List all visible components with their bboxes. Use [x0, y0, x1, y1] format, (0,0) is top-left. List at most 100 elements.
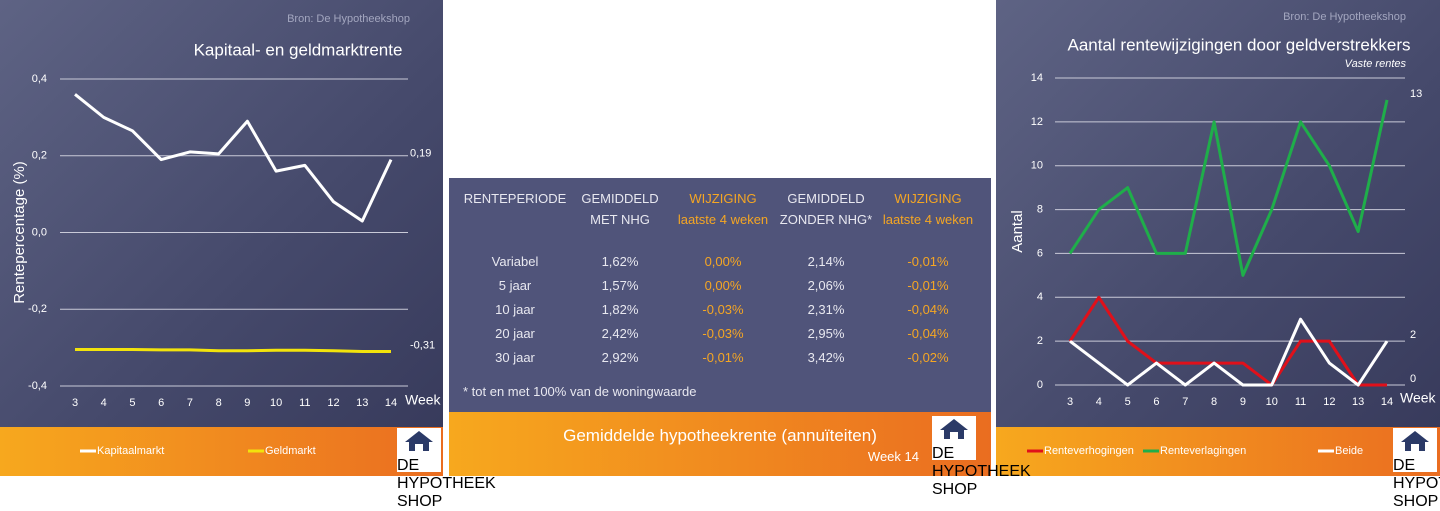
legend-strip [996, 427, 1440, 476]
table-cell: 2,42% [601, 326, 639, 341]
column-header: laatste 4 weken [677, 212, 769, 227]
table-cell: 20 jaar [495, 326, 535, 341]
column-header: GEMIDDELD [787, 191, 865, 206]
table-cell: 5 jaar [498, 278, 532, 293]
series-line [1068, 99, 1389, 277]
chart-subtitle: Vaste rentes [1345, 58, 1407, 70]
series-line [75, 348, 391, 353]
table-cell: 30 jaar [495, 350, 535, 365]
table-cell: 3,42% [807, 350, 845, 365]
logo-text: HYPOTHEEK [932, 463, 1031, 481]
y-tick-label: 0,4 [32, 73, 47, 85]
x-tick-label: 12 [1323, 396, 1335, 408]
logo-text: DE [397, 457, 420, 474]
table-footer: Gemiddelde hypotheekrente (annuïteiten) … [449, 412, 991, 476]
footnote: * tot en met 100% van de woningwaarde [463, 384, 697, 399]
chart-title: Kapitaal- en geldmarktrente [194, 40, 403, 59]
charts: Bron: De Hypotheekshop Kapitaal- en geldm… [11, 10, 1437, 457]
table-cell: -0,02% [907, 350, 949, 365]
x-tick-label: 13 [1352, 396, 1364, 408]
source: Bron: De Hypotheekshop [287, 13, 410, 25]
source: Bron: De Hypotheekshop [1283, 11, 1406, 23]
x-axis-label: Week [1400, 390, 1437, 406]
y-tick-label: 0,0 [32, 226, 47, 238]
table-cell: Variabel [491, 254, 539, 269]
x-tick-label: 3 [72, 397, 78, 409]
column-header: MET NHG [590, 212, 650, 227]
x-tick-label: 11 [1295, 396, 1306, 408]
table-cell: -0,01% [702, 350, 744, 365]
x-tick-label: 12 [327, 397, 339, 409]
y-tick-label: 14 [1031, 72, 1043, 84]
logo-text: SHOP [397, 493, 443, 510]
table-cell: -0,01% [907, 278, 949, 293]
legend-label: Beide [1335, 445, 1363, 457]
x-tick-label: 3 [1067, 396, 1073, 408]
logo-text: SHOP [1393, 493, 1439, 510]
x-tick-label: 9 [1240, 396, 1246, 408]
table-cell: -0,04% [907, 302, 949, 317]
legend-strip [0, 427, 443, 476]
value-label: 13 [1410, 88, 1422, 100]
chart-title: Aantal rentewijzigingen door geldverstre… [1067, 35, 1410, 54]
panel-right [996, 0, 1440, 427]
table-cell: 2,92% [601, 350, 639, 365]
y-tick-label: 8 [1037, 203, 1043, 215]
x-tick-label: 5 [1125, 396, 1131, 408]
logo-icon [1401, 431, 1429, 451]
logo-text: DE [932, 445, 955, 462]
legend-label: Geldmarkt [265, 445, 316, 457]
y-tick-label: -0,2 [28, 303, 47, 315]
x-tick-label: 6 [158, 397, 164, 409]
y-tick-label: 12 [1031, 116, 1043, 128]
series-line [1069, 317, 1389, 387]
x-tick-label: 7 [1182, 396, 1188, 408]
x-tick-label: 4 [1096, 396, 1102, 408]
table-cell: 2,06% [807, 278, 845, 293]
legend-label: Renteverhogingen [1044, 445, 1134, 457]
table-cell: 1,62% [601, 254, 639, 269]
x-tick-label: 11 [299, 397, 310, 409]
table-title: Gemiddelde hypotheekrente (annuïteiten) [563, 426, 877, 445]
value-label: -0,31 [410, 339, 435, 351]
y-axis-label: Rentepercentage (%) [11, 161, 28, 304]
logo-icon [940, 419, 968, 439]
value-label: 2 [1410, 329, 1416, 341]
table-cell: -0,03% [702, 326, 744, 341]
y-tick-label: -0,4 [28, 380, 47, 392]
series-line [74, 93, 393, 223]
table-cell: 2,14% [807, 254, 845, 269]
column-header: WIJZIGING [894, 191, 962, 206]
logo-icon [405, 431, 433, 451]
week-label: Week 14 [867, 449, 919, 464]
table-cell: 0,00% [704, 254, 742, 269]
x-tick-label: 9 [244, 397, 250, 409]
y-tick-label: 10 [1031, 160, 1043, 172]
logo-text: DE [1393, 457, 1416, 474]
x-tick-label: 13 [356, 397, 368, 409]
logo-text: SHOP [932, 481, 978, 498]
panel-left [0, 0, 443, 427]
x-tick-label: 10 [1266, 396, 1278, 408]
table-cell: -0,04% [907, 326, 949, 341]
x-tick-label: 6 [1153, 396, 1159, 408]
legend-label: Kapitaalmarkt [97, 445, 164, 457]
table-cell: 2,95% [807, 326, 845, 341]
rate-table: RENTEPERIODE GEMIDDELD MET NHG WIJZIGING laa… [449, 178, 991, 412]
x-tick-label: 5 [129, 397, 135, 409]
y-tick-label: 2 [1037, 335, 1043, 347]
y-tick-label: 6 [1037, 247, 1043, 259]
value-label: 0,19 [410, 147, 431, 159]
x-axis-label: Week [405, 392, 442, 408]
value-label: 0 [1410, 373, 1416, 385]
table-cell: 2,31% [807, 302, 845, 317]
table-cell: 0,00% [704, 278, 742, 293]
table-cell: -0,01% [907, 254, 949, 269]
y-tick-label: 0,2 [32, 150, 47, 162]
x-tick-label: 8 [1211, 396, 1217, 408]
y-tick-label: 4 [1037, 291, 1043, 303]
x-tick-label: 7 [187, 397, 193, 409]
